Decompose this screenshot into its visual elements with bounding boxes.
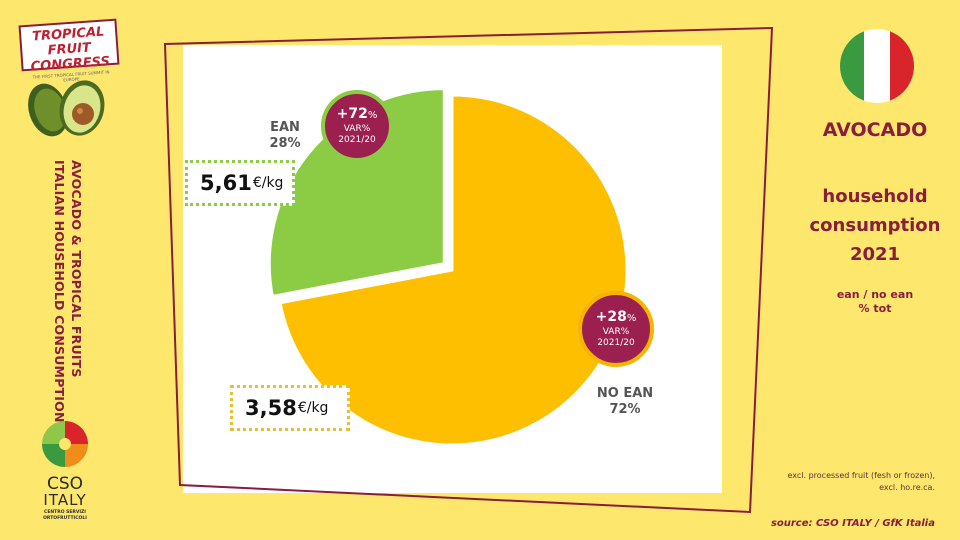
no-ean-price-unit: €/kg: [297, 400, 329, 416]
subtitle-line-1: household: [822, 186, 928, 207]
ean-price-unit: €/kg: [252, 175, 284, 191]
avocado-icon: [28, 80, 105, 137]
ean-var-unit: %: [367, 110, 378, 121]
chart-subtitle: household consumption 2021: [790, 182, 960, 269]
ean-variation-bubble: +72% VAR% 2021/20: [321, 90, 393, 162]
ean-label-name: EAN: [270, 120, 300, 135]
italy-flag-icon: [840, 29, 914, 103]
pie-slice-ean: [267, 87, 446, 299]
subtitle-line-2: consumption: [809, 215, 941, 236]
no-ean-var-value: +28: [595, 309, 627, 325]
no-ean-var-period: 2021/20: [597, 338, 635, 348]
ean-label-value: 28%: [269, 136, 301, 151]
cso-tagline: CENTRO SERVIZI ORTOFRUTTICOLI: [43, 510, 87, 521]
no-ean-label-name: NO EAN: [596, 386, 654, 401]
cso-word: CSO: [46, 474, 84, 494]
ean-slice-label: EAN 28%: [255, 120, 315, 152]
no-ean-var-unit: %: [626, 313, 637, 324]
no-ean-price-value: 3,58: [245, 396, 297, 420]
ean-var-value: +72: [336, 106, 368, 122]
source-note: source: CSO ITALY / GfK Italia: [770, 518, 935, 529]
no-ean-variation-bubble: +28% VAR% 2021/20: [578, 291, 654, 367]
no-ean-label-value: 72%: [609, 402, 641, 417]
legend-line-2: % tot: [858, 302, 892, 315]
subtitle-line-3: 2021: [849, 244, 901, 265]
product-title: AVOCADO: [822, 119, 928, 141]
cso-italy-logo: CSO ITALY CENTRO SERVIZI ORTOFRUTTICOLI: [30, 418, 100, 528]
no-ean-price-box: 3,58 €/kg: [230, 385, 350, 431]
legend-line-1: ean / no ean: [836, 288, 914, 301]
ean-var-period: 2021/20: [338, 135, 376, 145]
footnote: excl. processed fruit (fesh or frozen), …: [787, 471, 936, 492]
no-ean-slice-label: NO EAN 72%: [590, 386, 660, 418]
ean-price-box: 5,61 €/kg: [185, 160, 295, 206]
ean-var-label: VAR%: [343, 124, 371, 134]
cso-swirl-icon: [42, 421, 88, 467]
italy-word: ITALY: [43, 491, 87, 509]
ean-price-value: 5,61: [200, 171, 252, 195]
no-ean-var-label: VAR%: [602, 327, 630, 337]
ean-legend: ean / no ean % tot: [790, 288, 960, 316]
